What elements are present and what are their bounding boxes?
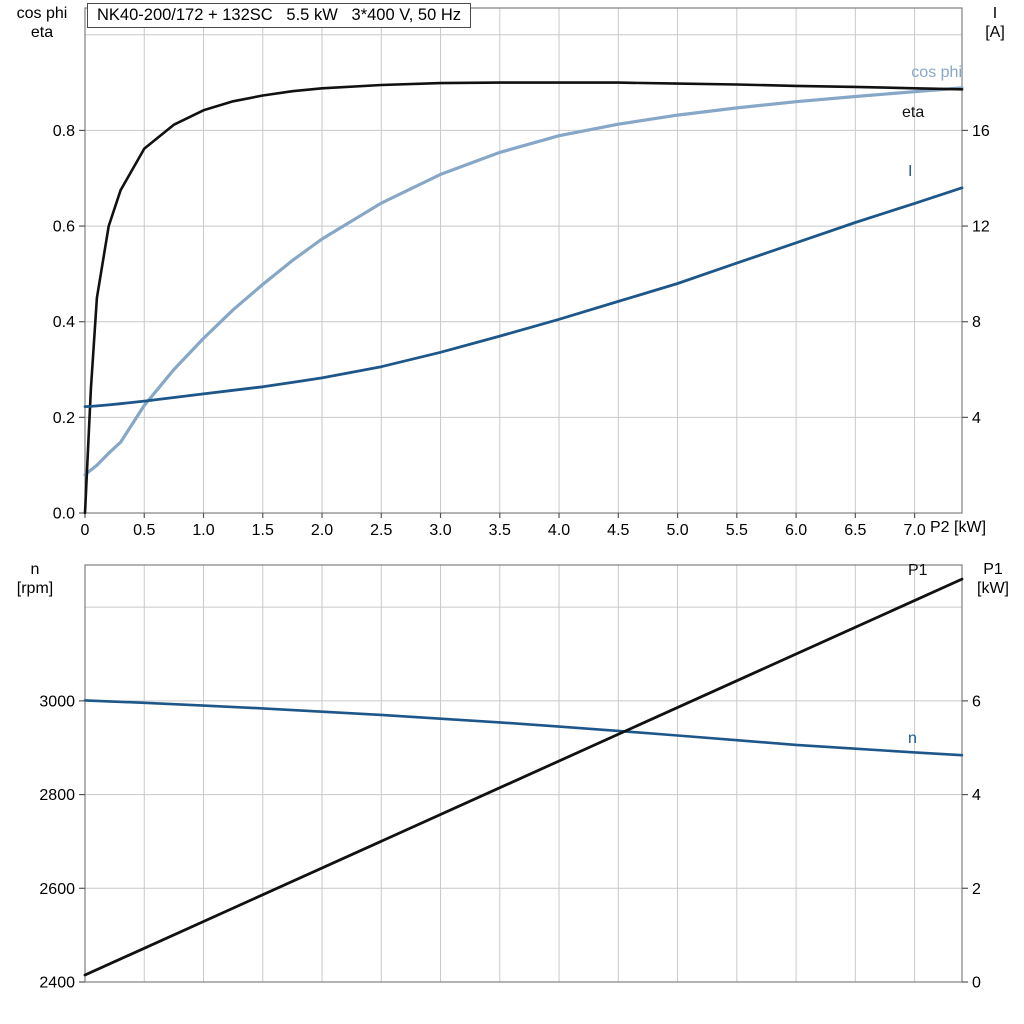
svg-text:2600: 2600 bbox=[39, 881, 75, 898]
svg-text:0: 0 bbox=[972, 975, 981, 992]
svg-text:1.5: 1.5 bbox=[252, 522, 274, 539]
svg-text:7.0: 7.0 bbox=[903, 522, 925, 539]
curve-label-p1: P1 bbox=[908, 562, 928, 579]
curve-label-eta: eta bbox=[902, 104, 925, 121]
svg-text:4: 4 bbox=[972, 410, 981, 427]
svg-text:0.4: 0.4 bbox=[53, 314, 75, 331]
curve-label-cos-phi: cos phi bbox=[911, 64, 962, 81]
svg-text:0.5: 0.5 bbox=[133, 522, 155, 539]
svg-text:2: 2 bbox=[972, 881, 981, 898]
svg-text:4: 4 bbox=[972, 787, 981, 804]
svg-text:2400: 2400 bbox=[39, 975, 75, 992]
svg-text:0.0: 0.0 bbox=[53, 506, 75, 523]
svg-text:3.5: 3.5 bbox=[489, 522, 511, 539]
svg-text:4.0: 4.0 bbox=[548, 522, 570, 539]
bottom-right-axis-title: P1 [kW] bbox=[977, 561, 1009, 597]
svg-text:6: 6 bbox=[972, 693, 981, 710]
svg-text:8: 8 bbox=[972, 314, 981, 331]
svg-text:5.0: 5.0 bbox=[666, 522, 688, 539]
svg-text:6.5: 6.5 bbox=[844, 522, 866, 539]
svg-text:0: 0 bbox=[81, 522, 90, 539]
svg-text:3.0: 3.0 bbox=[429, 522, 451, 539]
svg-text:6.0: 6.0 bbox=[785, 522, 807, 539]
svg-text:2800: 2800 bbox=[39, 787, 75, 804]
svg-text:2.5: 2.5 bbox=[370, 522, 392, 539]
svg-text:0.6: 0.6 bbox=[53, 219, 75, 236]
chart-title: NK40-200/172 + 132SC 5.5 kW 3*400 V, 50 … bbox=[87, 3, 471, 28]
svg-text:0.2: 0.2 bbox=[53, 410, 75, 427]
svg-text:0.8: 0.8 bbox=[53, 123, 75, 140]
svg-text:5.5: 5.5 bbox=[726, 522, 748, 539]
svg-text:12: 12 bbox=[972, 219, 990, 236]
x-axis-label: P2 [kW] bbox=[930, 519, 987, 536]
curve-label-current: I bbox=[908, 163, 913, 180]
curve-label-speed: n bbox=[908, 730, 917, 747]
top-left-axis-title: cos phi eta bbox=[16, 5, 68, 41]
svg-text:3000: 3000 bbox=[39, 693, 75, 710]
svg-text:1.0: 1.0 bbox=[192, 522, 214, 539]
top-right-axis-title: I [A] bbox=[985, 5, 1005, 41]
bottom-left-axis-title: n [rpm] bbox=[16, 561, 54, 597]
svg-text:16: 16 bbox=[972, 123, 990, 140]
svg-text:2.0: 2.0 bbox=[311, 522, 333, 539]
svg-text:4.5: 4.5 bbox=[607, 522, 629, 539]
